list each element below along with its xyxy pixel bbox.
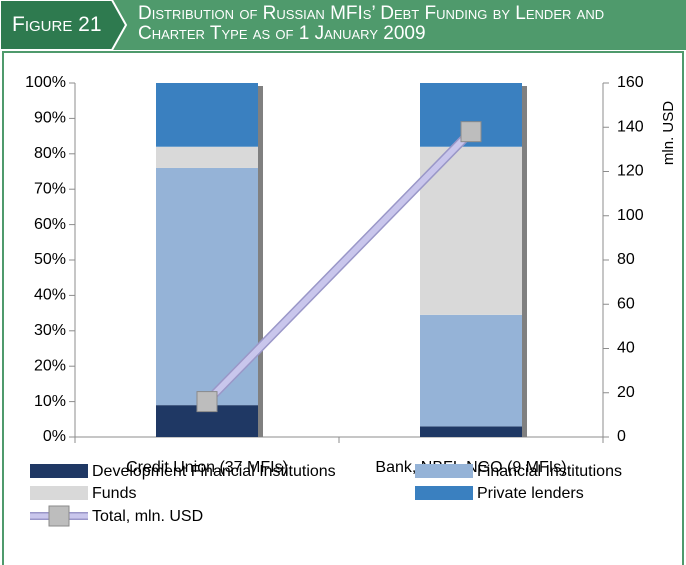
legend-swatch	[415, 486, 473, 500]
bar-segment	[156, 83, 258, 147]
y-tick-label: 90%	[34, 110, 66, 127]
legend-swatch	[30, 464, 88, 478]
bar-shadow	[522, 86, 527, 437]
y2-axis-label: mln. USD	[660, 101, 677, 165]
line-marker	[196, 391, 218, 413]
y-tick-label: 100%	[25, 74, 66, 91]
figure-label: Figure 21	[12, 13, 102, 36]
y2-tick-label: 20	[617, 384, 635, 401]
y-tick-label: 80%	[34, 145, 66, 162]
line	[204, 129, 474, 404]
y-tick-label: 60%	[34, 216, 66, 233]
legend-label: Total, mln. USD	[92, 508, 203, 525]
legend-label: Private lenders	[477, 485, 584, 502]
legend-swatch	[415, 464, 473, 478]
header-tab	[0, 0, 128, 50]
y2-tick-label: 40	[617, 340, 635, 357]
y2-tick-label: 160	[617, 74, 644, 91]
y2-tick-label: 100	[617, 207, 644, 224]
bar-segment	[420, 426, 522, 437]
y2-tick-label: 0	[617, 428, 626, 445]
bar-shadow	[258, 86, 263, 437]
legend-marker	[48, 505, 70, 527]
y-tick-label: 10%	[34, 393, 66, 410]
y-tick-label: 20%	[34, 357, 66, 374]
legend-label: Funds	[92, 485, 136, 502]
line-marker	[460, 121, 482, 143]
legend-label: Development Financial Institutions	[92, 463, 336, 480]
y2-tick-label: 80	[617, 251, 635, 268]
panel-frame	[2, 51, 684, 565]
y-tick-label: 40%	[34, 287, 66, 304]
header: Figure 21 Distribution of Russian MFIs’ …	[0, 0, 686, 50]
y2-tick-label: 120	[617, 163, 644, 180]
bar-segment	[420, 146, 522, 315]
chart-title: Distribution of Russian MFIs’ Debt Fundi…	[138, 3, 605, 44]
legend-swatch	[30, 486, 88, 500]
y2-tick-label: 140	[617, 118, 644, 135]
x-tick-label: Credit Union (37 MFIs)	[126, 459, 288, 476]
y-tick-label: 50%	[34, 251, 66, 268]
bar-segment	[420, 314, 522, 427]
legend-label: Financial Institutions	[477, 463, 622, 480]
y2-tick-label: 60	[617, 295, 635, 312]
y-tick-label: 70%	[34, 180, 66, 197]
y-tick-label: 0%	[43, 428, 66, 445]
y-tick-label: 30%	[34, 322, 66, 339]
bar-segment	[156, 146, 258, 168]
